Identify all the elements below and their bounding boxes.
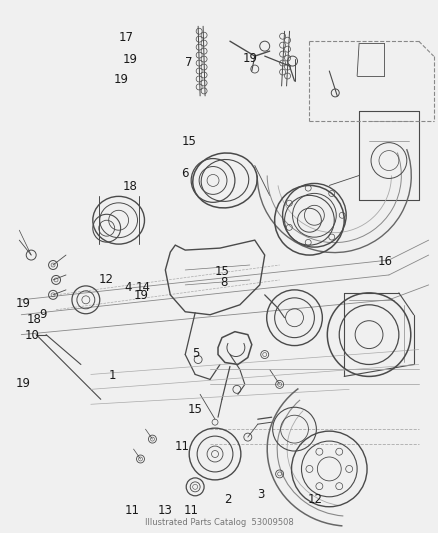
Text: 3: 3 — [257, 488, 264, 501]
Text: 19: 19 — [16, 377, 31, 390]
Text: 18: 18 — [122, 181, 137, 193]
Text: 19: 19 — [16, 297, 31, 310]
Text: 11: 11 — [124, 504, 139, 517]
Text: 1: 1 — [109, 369, 116, 382]
Text: 10: 10 — [25, 329, 39, 342]
Text: 19: 19 — [133, 289, 148, 302]
Text: 4: 4 — [124, 281, 131, 294]
Circle shape — [211, 450, 218, 457]
Text: 15: 15 — [214, 265, 229, 278]
Text: 15: 15 — [187, 403, 202, 416]
Text: 11: 11 — [174, 440, 190, 453]
Text: 2: 2 — [224, 494, 231, 506]
Text: 5: 5 — [191, 348, 199, 360]
Text: 7: 7 — [185, 56, 192, 69]
Text: 19: 19 — [113, 74, 129, 86]
Text: 14: 14 — [135, 281, 150, 294]
Text: 18: 18 — [27, 313, 42, 326]
Text: Illustrated Parts Catalog  53009508: Illustrated Parts Catalog 53009508 — [144, 518, 293, 527]
Text: 19: 19 — [242, 52, 257, 65]
Text: 11: 11 — [183, 504, 198, 517]
Text: 12: 12 — [99, 273, 113, 286]
Text: 6: 6 — [180, 167, 188, 180]
Text: 19: 19 — [122, 53, 137, 66]
Text: 8: 8 — [220, 276, 227, 289]
Text: 13: 13 — [157, 504, 172, 517]
Text: 12: 12 — [307, 494, 322, 506]
Text: 16: 16 — [377, 255, 392, 268]
Text: 17: 17 — [118, 31, 133, 44]
Text: 15: 15 — [181, 135, 196, 148]
Text: 9: 9 — [39, 308, 46, 321]
